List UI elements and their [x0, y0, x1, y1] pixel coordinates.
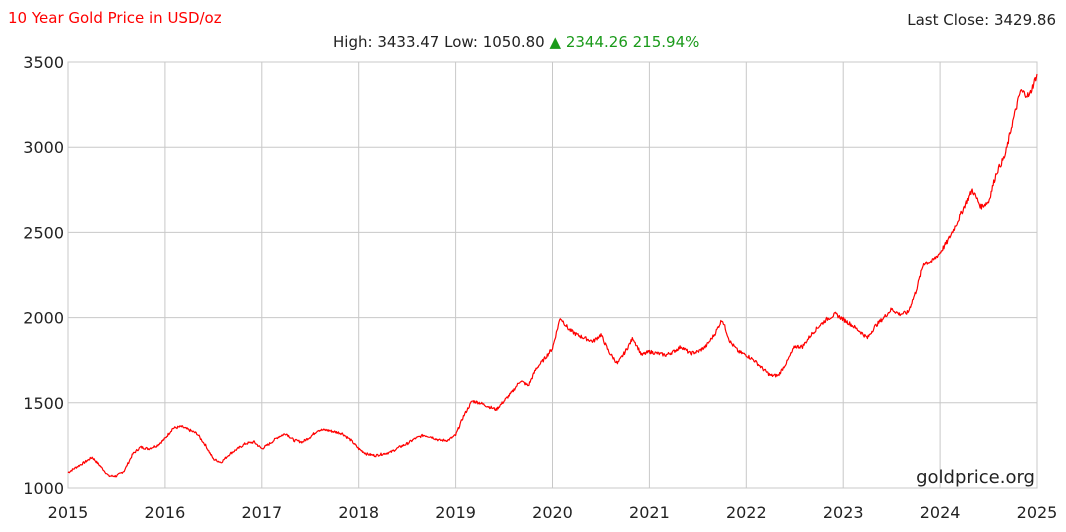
- x-tick-label: 2025: [1017, 503, 1058, 522]
- y-tick-label: 1000: [23, 479, 64, 498]
- change-percent: 215.94%: [632, 33, 700, 51]
- x-tick-label: 2019: [435, 503, 476, 522]
- x-tick-label: 2024: [920, 503, 961, 522]
- x-tick-label: 2022: [726, 503, 767, 522]
- source-watermark: goldprice.org: [916, 467, 1035, 488]
- y-tick-label: 2500: [23, 223, 64, 242]
- x-tick-label: 2016: [145, 503, 186, 522]
- y-tick-label: 3000: [23, 138, 64, 157]
- x-tick-label: 2021: [629, 503, 670, 522]
- y-tick-label: 2000: [23, 309, 64, 328]
- last-close-value: 3429.86: [993, 11, 1056, 29]
- axis-ticks: 2015 2016 2017 2018 2019 2020 2021 2022 2023 2024…: [23, 53, 1057, 522]
- x-tick-label: 2023: [823, 503, 864, 522]
- high-label: High:: [333, 33, 373, 51]
- y-tick-label: 1500: [23, 394, 64, 413]
- change-value: 2344.26: [565, 33, 628, 51]
- plot-area-border: [67, 61, 1038, 489]
- low-value: 1050.80: [482, 33, 545, 51]
- price-stats: High: 3433.47 Low: 1050.80 ▲ 2344.26 215…: [333, 33, 699, 51]
- x-tick-label: 2020: [532, 503, 573, 522]
- last-close-label: Last Close:: [907, 11, 990, 29]
- chart-grid: [67, 61, 1038, 489]
- chart-title: 10 Year Gold Price in USD/oz: [8, 9, 222, 27]
- low-label: Low:: [444, 33, 478, 51]
- x-tick-label: 2017: [241, 503, 282, 522]
- high-value: 3433.47: [377, 33, 440, 51]
- gold-price-line: [67, 73, 1038, 478]
- up-arrow-icon: ▲: [549, 33, 562, 51]
- last-close: Last Close: 3429.86: [907, 11, 1056, 29]
- x-tick-label: 2015: [48, 503, 89, 522]
- x-tick-label: 2018: [338, 503, 379, 522]
- price-series: [67, 73, 1038, 478]
- y-tick-label: 3500: [23, 53, 64, 72]
